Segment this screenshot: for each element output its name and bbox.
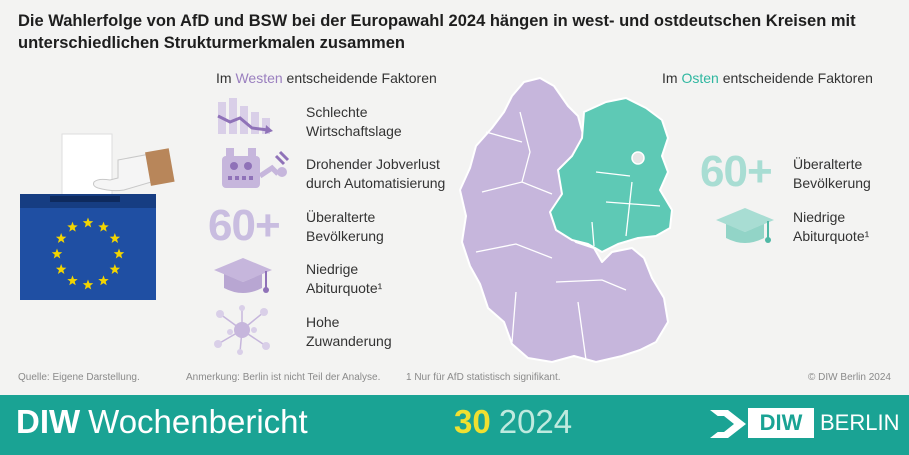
source-note: Quelle: Eigene Darstellung. — [18, 372, 140, 383]
east-factor-aging: Überalterte Bevölkerung — [793, 156, 871, 191]
eu-star-icon — [109, 233, 121, 243]
eu-star-icon — [82, 279, 94, 290]
ballot-box-illustration — [20, 133, 175, 300]
eu-star-icon — [67, 221, 78, 232]
hand-icon — [93, 153, 159, 192]
migration-network-icon — [214, 305, 270, 355]
sleeve — [145, 148, 175, 186]
germany-map — [459, 77, 673, 363]
west-word: Westen — [235, 70, 283, 86]
page-title: Die Wahlerfolge von AfD und BSW bei der … — [18, 12, 856, 52]
west-factor-economy: Schlechte Wirtschaftslage — [306, 104, 402, 139]
east-graduation-cap-icon — [716, 208, 774, 243]
eu-star-icon — [109, 264, 121, 274]
declining-chart-icon — [217, 98, 273, 134]
west-factor-education: Niedrige Abiturquote¹ — [306, 261, 383, 296]
west-factor-immigration: Hohe Zuwanderung — [306, 314, 392, 349]
issue-number: 30 2024 — [454, 403, 573, 440]
west-sixty-plus-icon: 60+ — [208, 201, 281, 250]
eu-star-icon — [55, 233, 67, 243]
east-word: Osten — [681, 70, 719, 86]
footer-band: DIW Wochenbericht 30 2024 DIW BERLIN — [0, 395, 909, 455]
eu-star-icon — [98, 275, 109, 286]
publication-name: DIW Wochenbericht — [16, 403, 308, 440]
eu-stars — [51, 217, 125, 290]
eu-star-icon — [67, 275, 78, 286]
west-factor-aging: Überalterte Bevölkerung — [306, 209, 384, 244]
east-heading: Im Osten entscheidende Faktoren — [662, 70, 873, 86]
logo-arrow-icon — [710, 410, 746, 438]
eu-star-icon — [51, 248, 63, 259]
ballot-paper — [61, 133, 113, 201]
eu-star-icon — [113, 248, 125, 259]
eu-star-icon — [98, 221, 109, 232]
west-factor-automation: Drohender Jobverlust durch Automatisieru… — [306, 156, 446, 191]
west-heading: Im Westen entscheidende Faktoren — [216, 70, 437, 86]
east-factor-education: Niedrige Abiturquote¹ — [793, 209, 870, 244]
robot-icon — [222, 148, 290, 188]
annotation-note: Anmerkung: Berlin ist nicht Teil der Ana… — [186, 372, 381, 383]
footnote: 1 Nur für AfD statistisch signifikant. — [406, 372, 561, 383]
east-sixty-plus-icon: 60+ — [700, 147, 773, 196]
eu-star-icon — [82, 217, 94, 228]
eu-star-icon — [55, 264, 67, 274]
berlin-marker — [631, 151, 645, 165]
copyright-note: © DIW Berlin 2024 — [808, 372, 891, 383]
ballot-box-slot — [50, 196, 120, 202]
east-germany-region — [549, 97, 673, 253]
west-graduation-cap-icon — [214, 258, 272, 293]
